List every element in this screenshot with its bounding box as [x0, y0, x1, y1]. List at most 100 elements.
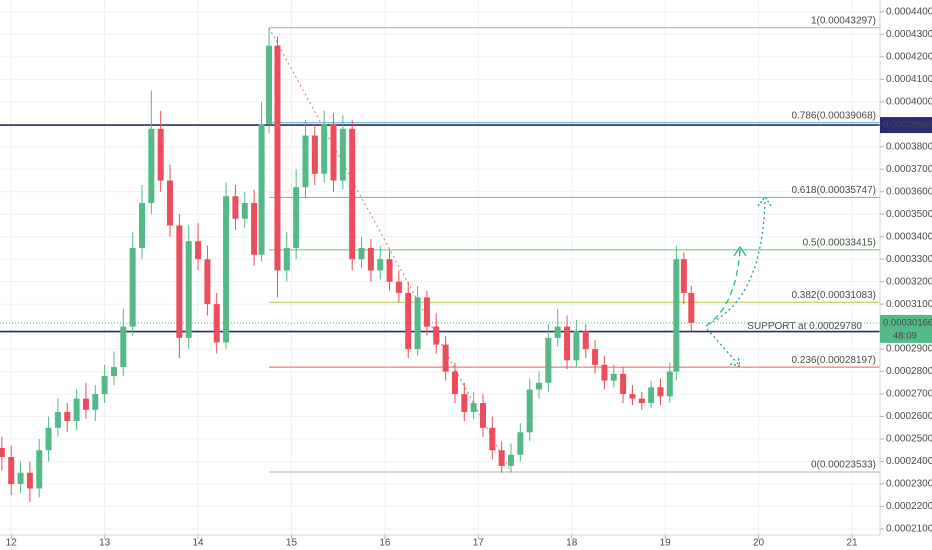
y-tick-label: 0.00021000	[886, 524, 932, 535]
candle-body	[423, 297, 430, 327]
x-tick-label: 14	[192, 538, 204, 549]
candle-body	[266, 45, 273, 125]
overlay: 1(0.00043297) 0.786(0.00039068) 0.618(0.00…	[0, 15, 880, 473]
horizontal-line-label: SUPPORT at 0.00029780	[747, 321, 862, 332]
candle-body	[461, 394, 468, 413]
candle-body	[54, 412, 61, 428]
projection-arrows	[705, 195, 772, 367]
candle-body	[138, 202, 145, 248]
candle-body	[129, 247, 136, 327]
candle-body	[302, 135, 309, 188]
candle-body	[657, 387, 664, 397]
candle-body	[507, 454, 514, 466]
candle-body	[101, 376, 108, 395]
projection-up-arrow	[707, 199, 766, 325]
candle-body	[120, 326, 127, 368]
x-tick-label: 21	[846, 538, 858, 549]
x-tick-label: 17	[473, 538, 485, 549]
x-tick-label: 15	[286, 538, 298, 549]
projection-mid-arrow	[705, 249, 741, 327]
candle-body	[241, 202, 248, 219]
candle-body	[526, 389, 533, 433]
candle-body	[648, 387, 655, 404]
candle-body	[311, 135, 318, 174]
candle-body	[185, 241, 192, 338]
candle-body	[330, 124, 337, 181]
candle-body	[204, 259, 211, 305]
candle-body	[470, 403, 477, 413]
candle-body	[0, 448, 5, 457]
candle-body	[82, 398, 89, 410]
candle-body	[536, 382, 543, 390]
candle-body	[564, 326, 571, 361]
fib-trend-line	[268, 27, 512, 473]
candle-body	[433, 326, 440, 345]
candle-body	[283, 247, 290, 271]
candle-body	[629, 394, 636, 399]
x-tick-label: 20	[753, 538, 765, 549]
candle-body	[451, 371, 458, 395]
fib-level-label: 0.786(0.00039068)	[791, 110, 876, 121]
candle-body	[688, 292, 695, 323]
candle-body	[573, 331, 580, 361]
fib-level-label: 0.5(0.00033415)	[803, 237, 876, 248]
candle-body	[349, 128, 356, 260]
candle-body	[321, 124, 328, 174]
candle-body	[442, 344, 449, 372]
fib-level-label: 1(0.00043297)	[811, 15, 876, 26]
candle-body	[36, 450, 43, 489]
candle-body	[592, 349, 599, 365]
candle-body	[358, 247, 365, 260]
last-price-box	[880, 314, 932, 343]
candle-body	[620, 373, 627, 395]
candle-body	[554, 326, 561, 338]
candle-body	[167, 180, 174, 226]
x-tick-label: 12	[6, 538, 18, 549]
candle-body	[395, 281, 402, 293]
countdown: 48:09	[893, 330, 917, 341]
price-label-box	[880, 117, 932, 134]
candle-body	[258, 124, 265, 255]
candle-body	[8, 456, 15, 484]
candle-body	[26, 472, 33, 489]
candle-body	[293, 187, 300, 248]
candle-body	[386, 259, 393, 282]
candle-body	[274, 45, 281, 271]
candle-body	[666, 371, 673, 397]
fib-level-label: 0.382(0.00031083)	[791, 290, 876, 301]
candle-body	[545, 337, 552, 383]
last-price-label: 0.00030166	[883, 317, 932, 328]
candle-body	[638, 398, 645, 404]
candle-body	[405, 292, 412, 350]
candle-body	[92, 394, 99, 410]
candle-body	[680, 259, 687, 293]
candles	[0, 27, 695, 502]
x-tick-label: 18	[566, 538, 578, 549]
x-tick-label: 13	[99, 538, 111, 549]
candle-body	[673, 259, 680, 372]
candle-body	[367, 247, 374, 271]
candle-body	[213, 304, 220, 343]
candle-body	[582, 331, 589, 350]
candle-body	[251, 202, 258, 255]
candle-body	[517, 432, 524, 455]
candle-body	[601, 364, 608, 381]
arrow-head	[729, 355, 741, 367]
